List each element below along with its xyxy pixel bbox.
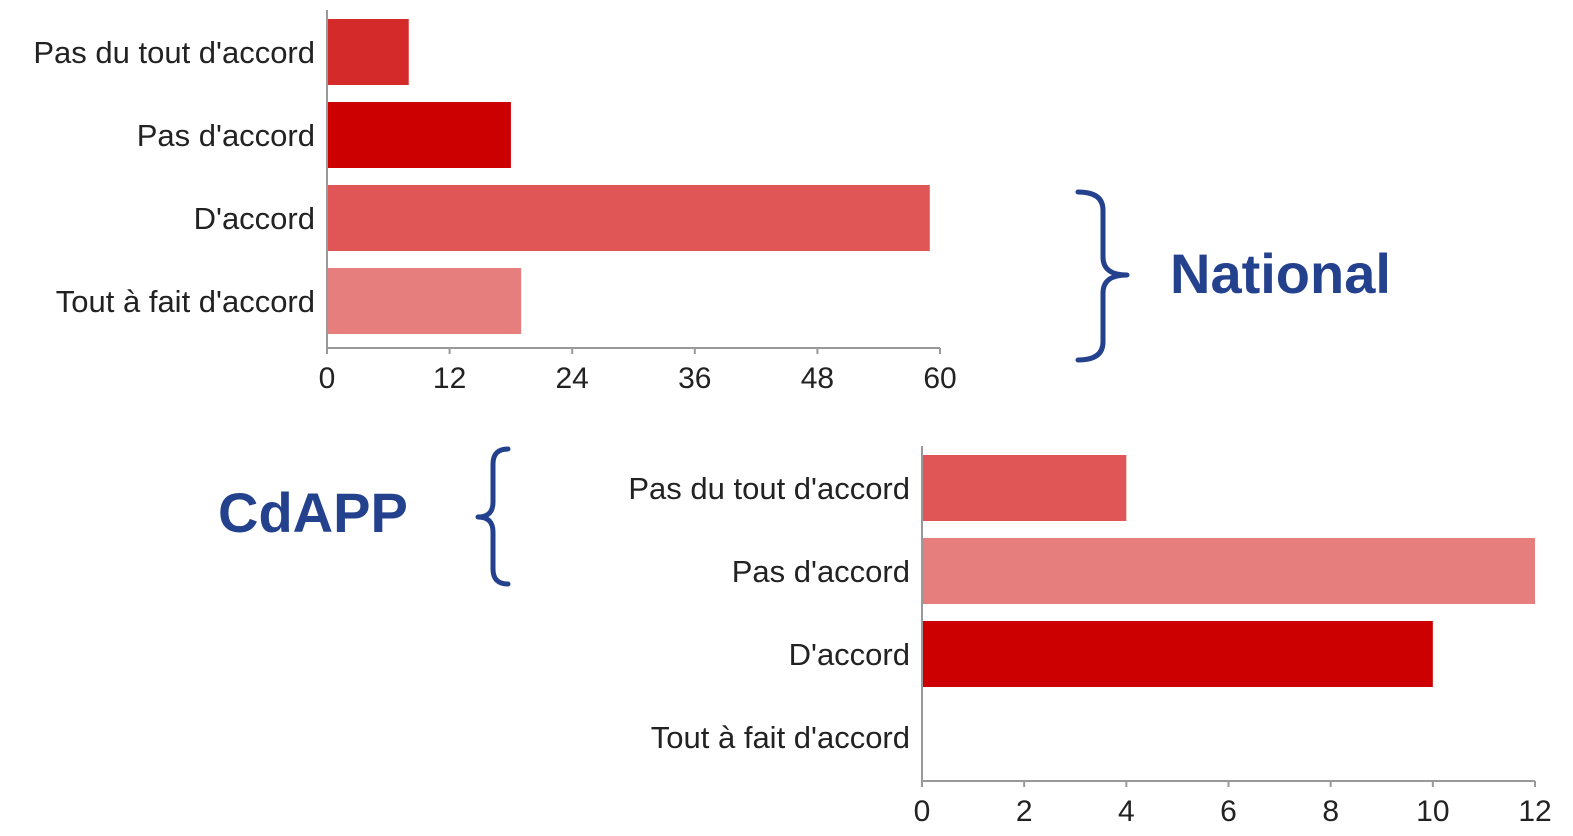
cdapp-category-label-1: Pas d'accord bbox=[732, 554, 910, 589]
national-bar-1 bbox=[327, 102, 511, 168]
national-chart: Pas du tout d'accord Pas d'accord D'accord… bbox=[33, 10, 957, 395]
national-bar-0 bbox=[327, 19, 409, 85]
national-tick-label-0: 0 bbox=[319, 362, 336, 395]
cdapp-chart: Pas du tout d'accord Pas d'accord D'accord… bbox=[628, 446, 1552, 828]
national-tick-label-2: 24 bbox=[556, 362, 589, 395]
cdapp-tick-label-6: 12 bbox=[1518, 795, 1551, 828]
national-category-label-1: Pas d'accord bbox=[137, 118, 315, 153]
national-tick-label-4: 48 bbox=[801, 362, 834, 395]
national-category-label-2: D'accord bbox=[194, 201, 315, 236]
cdapp-tick-label-1: 2 bbox=[1016, 795, 1033, 828]
cdapp-group-label: CdAPP bbox=[218, 481, 408, 544]
cdapp-bar-1 bbox=[922, 538, 1535, 604]
national-tick-label-1: 12 bbox=[433, 362, 466, 395]
national-tick-label-5: 60 bbox=[923, 362, 956, 395]
cdapp-tick-label-4: 8 bbox=[1322, 795, 1339, 828]
national-brace-icon bbox=[1075, 189, 1130, 363]
national-tick-label-3: 36 bbox=[678, 362, 711, 395]
national-group-label: National bbox=[1170, 242, 1391, 305]
cdapp-bar-2 bbox=[922, 621, 1433, 687]
cdapp-category-label-3: Tout à fait d'accord bbox=[651, 720, 910, 755]
cdapp-tick-label-3: 6 bbox=[1220, 795, 1237, 828]
national-category-label-0: Pas du tout d'accord bbox=[33, 35, 315, 70]
national-bar-2 bbox=[327, 185, 930, 251]
cdapp-tick-label-0: 0 bbox=[914, 795, 931, 828]
cdapp-bar-0 bbox=[922, 455, 1127, 521]
national-category-label-3: Tout à fait d'accord bbox=[56, 284, 315, 319]
cdapp-brace-icon bbox=[475, 446, 511, 587]
cdapp-tick-label-5: 10 bbox=[1416, 795, 1449, 828]
cdapp-category-label-0: Pas du tout d'accord bbox=[628, 471, 910, 506]
cdapp-tick-label-2: 4 bbox=[1118, 795, 1135, 828]
national-bar-3 bbox=[327, 268, 522, 334]
cdapp-category-label-2: D'accord bbox=[789, 637, 910, 672]
